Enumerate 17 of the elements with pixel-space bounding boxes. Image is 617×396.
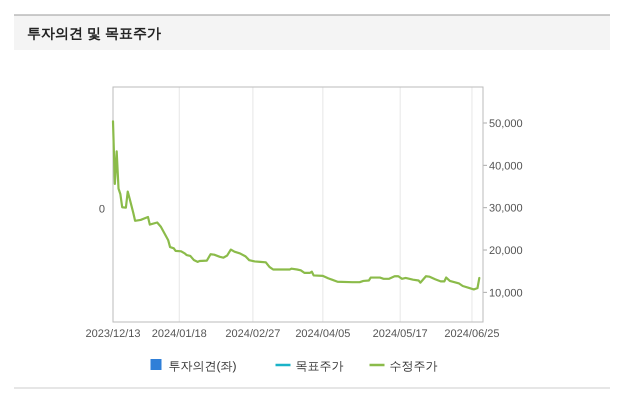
y-tick-label: 20,000 <box>489 245 523 258</box>
x-tick-label: 2023/12/13 <box>85 328 141 340</box>
x-tick-label: 2024/01/18 <box>152 328 207 340</box>
line-series <box>112 120 480 290</box>
y-tick-label: 10,000 <box>489 287 523 300</box>
legend-label: 투자의견(좌) <box>168 359 236 373</box>
text: 0 <box>98 204 105 216</box>
y-tick-label: 30,000 <box>489 202 523 215</box>
x-tick-label: 2024/04/05 <box>295 328 350 340</box>
y-tick-label: 50,000 <box>489 118 523 130</box>
x-tick-label: 2024/02/27 <box>225 328 280 340</box>
chart-title: 투자의견 및 목표주가 <box>27 25 161 41</box>
x-tick-label: 2024/06/25 <box>444 328 500 340</box>
legend-label: 수정주가 <box>390 359 438 373</box>
x-tick-label: 2024/05/17 <box>372 328 428 340</box>
y-tick-label: 40,000 <box>489 160 523 172</box>
legend-label: 목표주가 <box>296 359 344 373</box>
